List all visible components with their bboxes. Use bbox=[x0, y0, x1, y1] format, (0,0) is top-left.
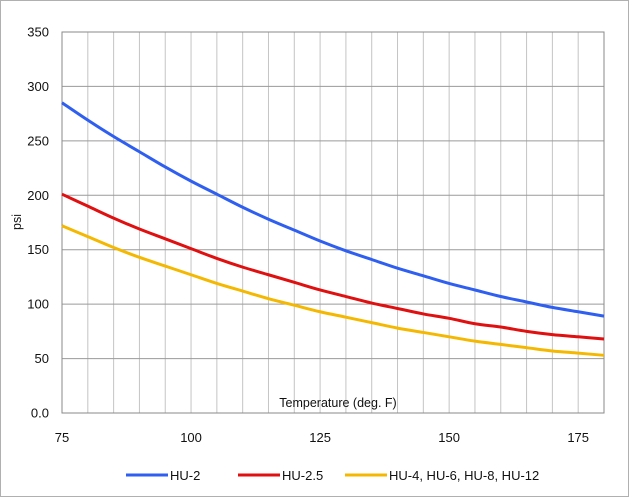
y-axis-label: psi bbox=[10, 214, 24, 230]
y-tick-label: 150 bbox=[27, 242, 49, 257]
x-tick-label: 150 bbox=[438, 430, 460, 445]
y-tick-label: 100 bbox=[27, 297, 49, 312]
legend-label: HU-4, HU-6, HU-8, HU-12 bbox=[389, 468, 539, 483]
y-tick-label: 250 bbox=[27, 133, 49, 148]
x-axis-ticks: 75 100 125 150 175 bbox=[55, 430, 589, 445]
x-tick-label: 75 bbox=[55, 430, 69, 445]
series-line-3 bbox=[61, 224, 605, 357]
legend: HU-2 HU-2.5 HU-4, HU-6, HU-8, HU-12 bbox=[126, 468, 539, 483]
grid bbox=[61, 31, 605, 414]
y-tick-label: 200 bbox=[27, 188, 49, 203]
y-tick-label: 50 bbox=[35, 351, 49, 366]
x-tick-label: 175 bbox=[567, 430, 589, 445]
x-tick-label: 125 bbox=[309, 430, 331, 445]
y-tick-label: 0.0 bbox=[31, 406, 49, 421]
series-line-2 bbox=[61, 192, 605, 341]
x-axis-label: Temperature (deg. F) bbox=[279, 396, 396, 410]
y-axis-ticks: 0.0 50 100 150 200 250 300 350 bbox=[27, 25, 49, 421]
series-lines bbox=[61, 101, 605, 357]
y-tick-label: 300 bbox=[27, 79, 49, 94]
legend-label: HU-2.5 bbox=[282, 468, 323, 483]
series-line-1 bbox=[61, 101, 605, 318]
plot-area-frame bbox=[61, 31, 605, 414]
legend-label: HU-2 bbox=[170, 468, 200, 483]
x-tick-label: 100 bbox=[180, 430, 202, 445]
y-tick-label: 350 bbox=[27, 25, 49, 40]
